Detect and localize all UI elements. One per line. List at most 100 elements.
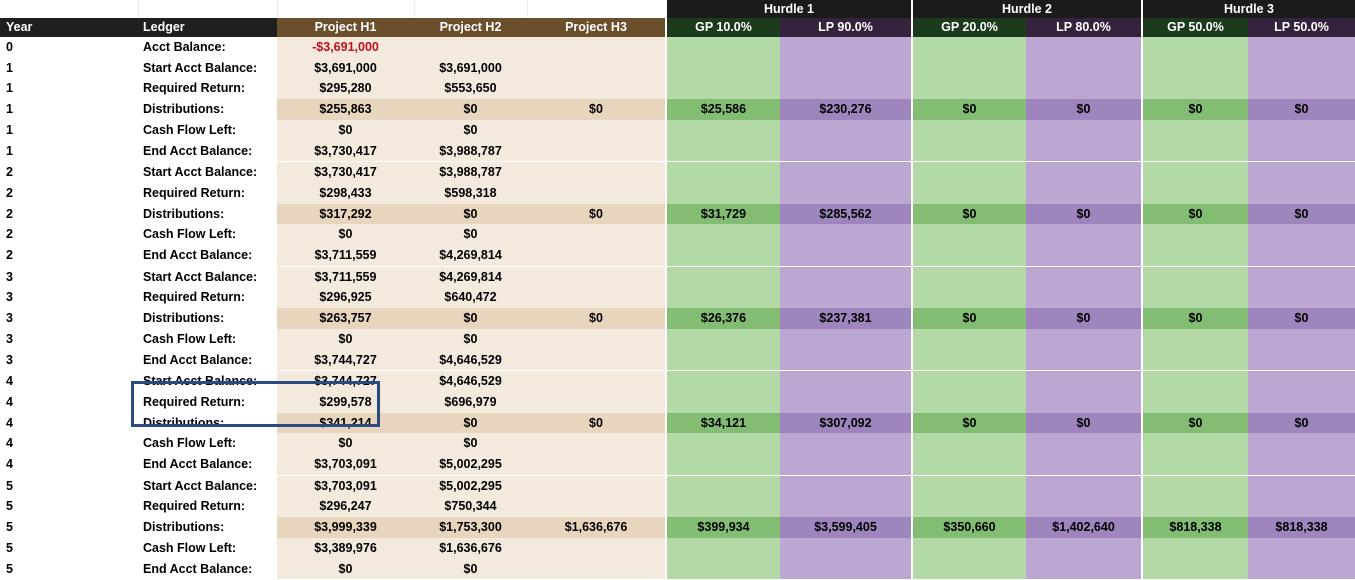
lp-hurdle-2-cell[interactable]: $0 [1026, 412, 1142, 434]
lp-hurdle-3-cell[interactable] [1248, 224, 1355, 246]
project-h3-cell[interactable] [527, 537, 666, 559]
ledger-label-cell[interactable]: Cash Flow Left: [138, 537, 277, 559]
gp-hurdle-1-cell[interactable] [665, 433, 780, 455]
gp-hurdle-3-cell[interactable] [1141, 182, 1248, 204]
empty-cell[interactable] [0, 0, 139, 18]
lp-hurdle-2-cell[interactable] [1026, 37, 1142, 58]
gp-hurdle-3-cell[interactable] [1141, 558, 1248, 580]
gp-hurdle-2-cell[interactable] [911, 57, 1026, 79]
project-h3-cell[interactable] [527, 391, 666, 413]
ledger-label-cell[interactable]: End Acct Balance: [138, 349, 277, 372]
lp-hurdle-3-cell[interactable]: $0 [1248, 308, 1355, 329]
lp-hurdle-2-cell[interactable] [1026, 496, 1142, 518]
project-h2-cell[interactable]: $0 [414, 203, 527, 225]
project-h2-cell[interactable]: $0 [414, 433, 527, 455]
project-h3-cell[interactable]: $0 [527, 308, 666, 329]
gp-hurdle-1-cell[interactable] [665, 537, 780, 559]
gp-hurdle-3-cell[interactable] [1141, 266, 1248, 288]
gp-hurdle-3-cell[interactable] [1141, 224, 1248, 246]
gp-hurdle-1-cell[interactable] [665, 37, 780, 58]
gp-hurdle-2-cell[interactable] [911, 78, 1026, 100]
project-h2-cell[interactable]: $1,636,676 [414, 537, 527, 559]
project-h3-cell[interactable] [527, 475, 666, 497]
year-cell[interactable]: 5 [0, 496, 138, 518]
year-cell[interactable]: 2 [0, 182, 138, 204]
ledger-label-cell[interactable]: Distributions: [138, 412, 277, 434]
project-h1-cell[interactable]: $3,703,091 [277, 454, 414, 476]
empty-cell[interactable] [138, 0, 278, 18]
gp-hurdle-3-cell[interactable] [1141, 119, 1248, 141]
gp-hurdle-2-cell[interactable] [911, 287, 1026, 309]
lp-hurdle-2-cell[interactable] [1026, 475, 1142, 497]
col-header-project-h1[interactable]: Project H1 [277, 18, 414, 37]
gp-hurdle-2-cell[interactable] [911, 496, 1026, 518]
lp-hurdle-1-cell[interactable]: $3,599,405 [780, 517, 912, 538]
year-cell[interactable]: 3 [0, 308, 138, 329]
lp-hurdle-1-cell[interactable] [780, 558, 912, 580]
project-h2-cell[interactable]: $640,472 [414, 287, 527, 309]
gp-hurdle-1-cell[interactable] [665, 391, 780, 413]
lp-hurdle-2-cell[interactable] [1026, 537, 1142, 559]
project-h1-cell[interactable]: $0 [277, 558, 414, 580]
project-h1-cell[interactable]: $3,730,417 [277, 161, 414, 183]
gp-hurdle-2-cell[interactable] [911, 161, 1026, 183]
project-h2-cell[interactable]: $553,650 [414, 78, 527, 100]
lp-hurdle-1-cell[interactable] [780, 57, 912, 79]
project-h3-cell[interactable] [527, 161, 666, 183]
project-h3-cell[interactable] [527, 349, 666, 372]
project-h2-cell[interactable]: $1,753,300 [414, 517, 527, 538]
hurdle-3-header[interactable]: Hurdle 3 [1141, 0, 1355, 18]
year-cell[interactable]: 3 [0, 266, 138, 288]
col-header-lp-hurdle-2[interactable]: LP 80.0% [1026, 18, 1142, 37]
lp-hurdle-2-cell[interactable] [1026, 454, 1142, 476]
ledger-label-cell[interactable]: Required Return: [138, 391, 277, 413]
lp-hurdle-2-cell[interactable] [1026, 287, 1142, 309]
gp-hurdle-3-cell[interactable] [1141, 37, 1248, 58]
gp-hurdle-1-cell[interactable] [665, 496, 780, 518]
gp-hurdle-2-cell[interactable]: $0 [911, 412, 1026, 434]
gp-hurdle-3-cell[interactable]: $818,338 [1141, 517, 1248, 538]
gp-hurdle-2-cell[interactable] [911, 558, 1026, 580]
project-h2-cell[interactable]: $4,646,529 [414, 349, 527, 372]
gp-hurdle-2-cell[interactable]: $350,660 [911, 517, 1026, 538]
lp-hurdle-2-cell[interactable] [1026, 140, 1142, 163]
gp-hurdle-1-cell[interactable] [665, 349, 780, 372]
ledger-label-cell[interactable]: Required Return: [138, 496, 277, 518]
gp-hurdle-1-cell[interactable] [665, 475, 780, 497]
project-h1-cell[interactable]: $3,711,559 [277, 245, 414, 267]
project-h3-cell[interactable] [527, 182, 666, 204]
gp-hurdle-2-cell[interactable] [911, 537, 1026, 559]
col-header-year[interactable]: Year [0, 18, 138, 37]
gp-hurdle-1-cell[interactable] [665, 328, 780, 350]
project-h2-cell[interactable]: $598,318 [414, 182, 527, 204]
col-header-gp-hurdle-1[interactable]: GP 10.0% [665, 18, 780, 37]
project-h2-cell[interactable]: $0 [414, 328, 527, 350]
ledger-label-cell[interactable]: Cash Flow Left: [138, 433, 277, 455]
gp-hurdle-2-cell[interactable] [911, 370, 1026, 392]
project-h2-cell[interactable]: $0 [414, 99, 527, 120]
year-cell[interactable]: 1 [0, 119, 138, 141]
lp-hurdle-2-cell[interactable] [1026, 266, 1142, 288]
hurdle-1-header[interactable]: Hurdle 1 [665, 0, 912, 18]
project-h3-cell[interactable] [527, 224, 666, 246]
gp-hurdle-1-cell[interactable]: $31,729 [665, 203, 780, 225]
project-h3-cell[interactable] [527, 78, 666, 100]
project-h3-cell[interactable] [527, 370, 666, 392]
lp-hurdle-3-cell[interactable]: $0 [1248, 203, 1355, 225]
lp-hurdle-2-cell[interactable] [1026, 245, 1142, 267]
empty-cell[interactable] [527, 0, 667, 18]
lp-hurdle-1-cell[interactable] [780, 161, 912, 183]
ledger-label-cell[interactable]: End Acct Balance: [138, 140, 277, 163]
lp-hurdle-3-cell[interactable] [1248, 558, 1355, 580]
gp-hurdle-2-cell[interactable]: $0 [911, 308, 1026, 329]
project-h3-cell[interactable] [527, 245, 666, 267]
col-header-project-h2[interactable]: Project H2 [414, 18, 527, 37]
project-h3-cell[interactable]: $0 [527, 203, 666, 225]
gp-hurdle-3-cell[interactable] [1141, 496, 1248, 518]
lp-hurdle-1-cell[interactable] [780, 37, 912, 58]
lp-hurdle-3-cell[interactable] [1248, 266, 1355, 288]
lp-hurdle-2-cell[interactable] [1026, 119, 1142, 141]
gp-hurdle-3-cell[interactable] [1141, 370, 1248, 392]
gp-hurdle-1-cell[interactable] [665, 119, 780, 141]
lp-hurdle-2-cell[interactable]: $0 [1026, 203, 1142, 225]
